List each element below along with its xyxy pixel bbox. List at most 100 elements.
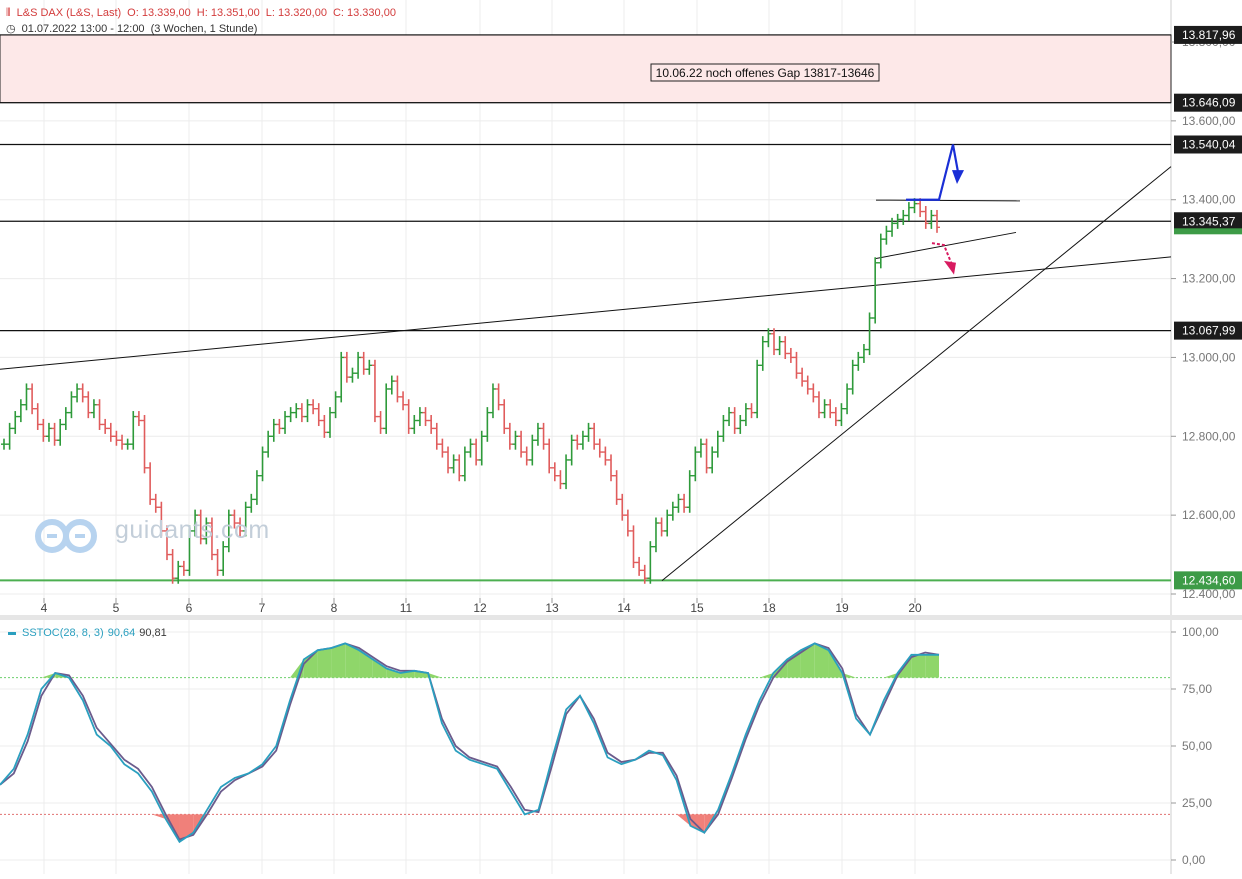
ohlc-bar — [388, 375, 395, 395]
ohlc-bar — [636, 556, 643, 576]
ohlc-bar — [602, 446, 609, 466]
scenario-arrows — [906, 144, 964, 275]
ohlc-bar — [394, 375, 401, 403]
panel-divider — [0, 615, 1242, 620]
ohlc-bar — [473, 438, 480, 466]
short-resistance-line — [875, 199, 1021, 202]
stoch-d-line — [0, 642, 940, 841]
overbought-fill — [759, 673, 774, 678]
ohlc-bar — [849, 359, 856, 395]
time-tick-label: 12 — [473, 601, 487, 615]
ohlc-bar — [484, 407, 491, 442]
ohlc-bar — [17, 399, 24, 423]
ohlc-bar — [237, 517, 244, 537]
ohlc-bar — [523, 446, 530, 466]
ohlc-bar — [96, 399, 103, 430]
ohlc-bar — [877, 233, 884, 269]
overbought-fill — [303, 650, 318, 678]
short-support-line — [875, 231, 1017, 259]
ohlc-bar — [624, 509, 631, 537]
level-label: 13.540,04 — [1182, 137, 1236, 151]
current-price-marker — [1174, 228, 1242, 235]
ohlc-bar — [799, 367, 806, 387]
ohlc-bar — [107, 422, 114, 442]
oversold-fill — [151, 814, 166, 819]
ohlc-bar — [152, 493, 159, 513]
ohlc-bar — [782, 336, 789, 360]
ohlc-bar — [74, 383, 81, 403]
ohlc-bar — [141, 414, 148, 474]
ohlc-bar — [456, 454, 463, 482]
ohlc-bar — [518, 430, 525, 458]
ohlc-bar — [85, 391, 92, 419]
overbought-fill — [372, 659, 387, 678]
ohlc-bar — [276, 418, 283, 434]
level-label-bg — [1174, 212, 1242, 231]
ohlc-bar — [647, 541, 654, 584]
overbought-fill — [428, 673, 442, 678]
level-label: 13.067,99 — [1182, 324, 1236, 338]
stoch-tick-label: 25,00 — [1182, 796, 1212, 810]
overbought-fill — [814, 643, 829, 678]
ohlc-bar — [563, 454, 570, 490]
time-tick-label: 11 — [400, 601, 413, 615]
ohlc-bar — [310, 399, 317, 415]
gap-zone: 10.06.22 noch offenes Gap 13817-13646 — [0, 34, 1172, 104]
instrument-name: L&S DAX (L&S, Last) — [16, 7, 122, 19]
ohlc-bar — [495, 383, 502, 411]
ohlc-bar — [1, 438, 7, 450]
ohlc-bar — [192, 509, 199, 537]
ohlc-bar — [591, 422, 598, 450]
ohlc-bar — [804, 375, 811, 395]
ohlc-bar — [90, 399, 97, 419]
ohlc-bar — [669, 501, 676, 521]
level-label-bg — [1174, 135, 1242, 154]
ohlc-bar — [130, 411, 137, 450]
ohlc-bar — [709, 446, 716, 474]
stochastic-panel: 100,00 75,00 50,00 25,00 0,00 — [0, 625, 1219, 867]
ohlc-bar — [827, 399, 834, 419]
ohlc-bar — [501, 399, 508, 434]
ohlc-bar — [383, 383, 390, 434]
price-tick-label: 13.400,00 — [1182, 193, 1236, 207]
time-tick-label: 15 — [690, 601, 704, 615]
ohlc-bar — [29, 383, 36, 415]
stoch-tick-label: 50,00 — [1182, 739, 1212, 753]
time-tick-label: 4 — [41, 601, 48, 615]
price-tick-label: 13.200,00 — [1182, 272, 1236, 286]
ohlc-bar — [12, 411, 19, 434]
trendlines — [0, 166, 1172, 581]
ohlc-bar — [900, 209, 907, 225]
ohlc-bar — [45, 422, 52, 442]
ohlc-bar — [759, 336, 766, 371]
ohlc-bar — [135, 411, 142, 427]
ohlc-bar — [844, 383, 851, 415]
ohlc-bar — [467, 438, 474, 458]
price-tick-label: 12.600,00 — [1182, 508, 1236, 522]
ohlc-bar — [922, 206, 929, 229]
ohlc-bar — [664, 509, 671, 537]
ohlc-bar — [810, 383, 817, 403]
ohlc-bar — [608, 454, 615, 482]
ohlc-bar — [478, 430, 485, 466]
ohlc-bar — [681, 493, 688, 513]
ohlc-bar — [265, 430, 272, 458]
overbought-fill — [883, 673, 898, 678]
ohlc-bar — [175, 560, 182, 584]
gap-zone-rect — [0, 34, 1172, 104]
ohlc-bar — [34, 403, 41, 430]
ohlc-bar — [23, 383, 30, 411]
ohlc-bar — [489, 383, 496, 419]
ohlc-bar — [411, 414, 418, 434]
ohlc-bar — [304, 399, 311, 423]
ohlc-bar — [124, 438, 131, 450]
ohlc-bar — [119, 434, 126, 450]
ohlc-bar — [332, 391, 339, 419]
ohlc-bar — [315, 403, 322, 427]
ohlc-bar — [574, 434, 581, 450]
watermark-text: guidants.com — [115, 516, 270, 544]
ohlc-bar — [731, 407, 738, 434]
price-tick-label: 12.800,00 — [1182, 429, 1236, 443]
